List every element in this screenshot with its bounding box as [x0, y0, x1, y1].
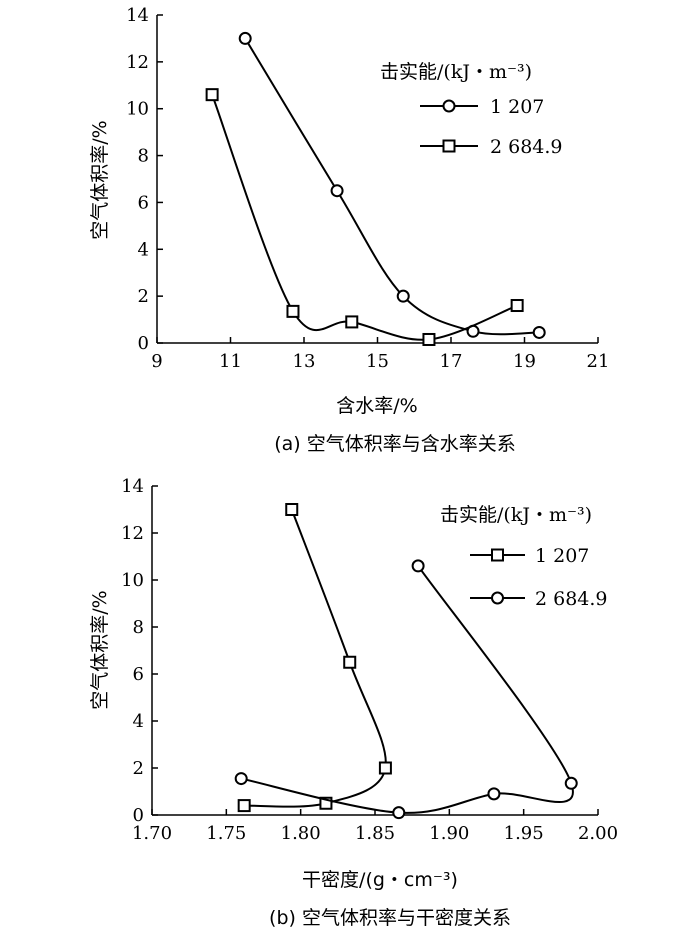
data-point [396, 289, 410, 303]
x-tick-label: 15 [366, 351, 389, 372]
x-tick-label: 2.00 [578, 823, 618, 844]
data-point [205, 88, 219, 102]
chart-b-caption: (b) 空气体积率与干密度关系 [269, 907, 511, 929]
chart-a: 9 11 13 15 17 19 21 0 2 4 6 8 10 12 14 击实能/(kJ・m⁻³) 1 2… [89, 5, 609, 455]
y-tick-label: 12 [126, 52, 149, 73]
y-tick-label: 10 [121, 570, 144, 591]
x-tick-label: 1.85 [355, 823, 395, 844]
x-tick-label: 13 [293, 351, 316, 372]
x-tick-label: 1.95 [504, 823, 544, 844]
legend-marker [491, 591, 504, 605]
legend-marker [442, 99, 456, 113]
x-tick-label: 9 [151, 351, 162, 372]
chart-a-caption: (a) 空气体积率与含水率关系 [274, 433, 516, 455]
y-tick-label: 0 [133, 805, 144, 826]
y-tick-label: 2 [133, 758, 144, 779]
data-point [422, 332, 436, 346]
y-tick-label: 8 [138, 146, 149, 167]
chart-a-ylabel: 空气体积率/% [89, 120, 111, 239]
y-tick-label: 14 [126, 5, 149, 26]
data-point [285, 503, 299, 516]
data-point [487, 787, 501, 801]
data-point [510, 299, 524, 313]
x-tick-label: 21 [587, 351, 610, 372]
legend-entry: 1 207 [490, 96, 544, 118]
legend-entry: 1 207 [535, 545, 589, 567]
data-point [238, 31, 252, 45]
series-line [244, 37, 540, 336]
data-point [345, 315, 359, 329]
data-point [564, 776, 578, 790]
series-line [244, 509, 387, 808]
x-tick-label: 1.80 [281, 823, 321, 844]
y-tick-label: 2 [138, 286, 149, 307]
y-tick-label: 6 [133, 664, 144, 685]
data-point [319, 796, 333, 810]
data-point [532, 325, 546, 339]
x-tick-label: 1.70 [132, 823, 172, 844]
legend-title: 击实能/(kJ・m⁻³) [440, 504, 592, 526]
chart-a-xlabel: 含水率/% [336, 395, 417, 417]
data-point [343, 655, 357, 669]
x-tick-label: 19 [513, 351, 536, 372]
data-point [234, 772, 248, 786]
data-point [411, 559, 425, 573]
x-tick-label: 1.75 [206, 823, 246, 844]
data-point [286, 304, 300, 318]
x-tick-label: 17 [440, 351, 463, 372]
legend-marker [442, 139, 456, 153]
y-tick-label: 4 [133, 711, 144, 732]
data-point [392, 806, 406, 820]
legend-marker [491, 548, 504, 562]
x-tick-label: 1.90 [429, 823, 469, 844]
y-tick-label: 14 [121, 476, 144, 497]
series-line [211, 94, 518, 341]
chart-b-xlabel: 干密度/(g・cm⁻³) [302, 869, 458, 891]
y-tick-label: 8 [133, 617, 144, 638]
y-tick-label: 12 [121, 523, 144, 544]
chart-b: 1.70 1.75 1.80 1.85 1.90 1.95 2.0002468101214 … [89, 476, 618, 929]
chart-b-ylabel: 空气体积率/% [89, 590, 111, 709]
y-tick-label: 4 [138, 239, 149, 260]
y-tick-label: 6 [138, 192, 149, 213]
y-tick-label: 0 [138, 333, 149, 354]
legend-title: 击实能/(kJ・m⁻³) [380, 61, 532, 83]
legend-entry: 2 684.9 [490, 136, 563, 158]
x-tick-label: 11 [219, 351, 242, 372]
y-tick-label: 10 [126, 99, 149, 120]
data-point [378, 761, 392, 775]
series-line [240, 565, 574, 814]
data-point [237, 799, 251, 813]
data-point [330, 184, 344, 198]
legend-entry: 2 684.9 [535, 588, 608, 610]
